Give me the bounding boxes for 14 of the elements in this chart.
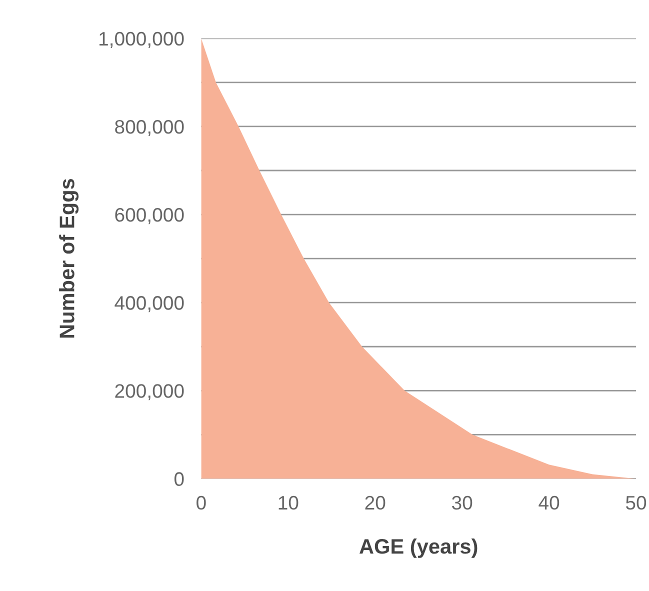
x-tick-label: 50 — [626, 496, 646, 510]
x-tick-label: 30 — [452, 496, 472, 510]
x-tick-label: 10 — [278, 496, 298, 510]
y-axis-title: Number of Eggs — [59, 178, 79, 338]
x-tick-label: 40 — [538, 496, 560, 510]
y-tick-label: 1,000,000 — [100, 32, 184, 48]
x-axis-title: AGE (years) — [359, 538, 478, 558]
y-tick-label: 0 — [174, 472, 184, 486]
y-tick-label: 600,000 — [115, 208, 184, 224]
y-tick-label: 200,000 — [115, 384, 184, 400]
y-tick-label: 800,000 — [115, 120, 184, 136]
x-tick-label: 20 — [365, 496, 386, 510]
y-tick-label: 400,000 — [114, 296, 184, 312]
x-tick-label: 0 — [196, 496, 206, 510]
